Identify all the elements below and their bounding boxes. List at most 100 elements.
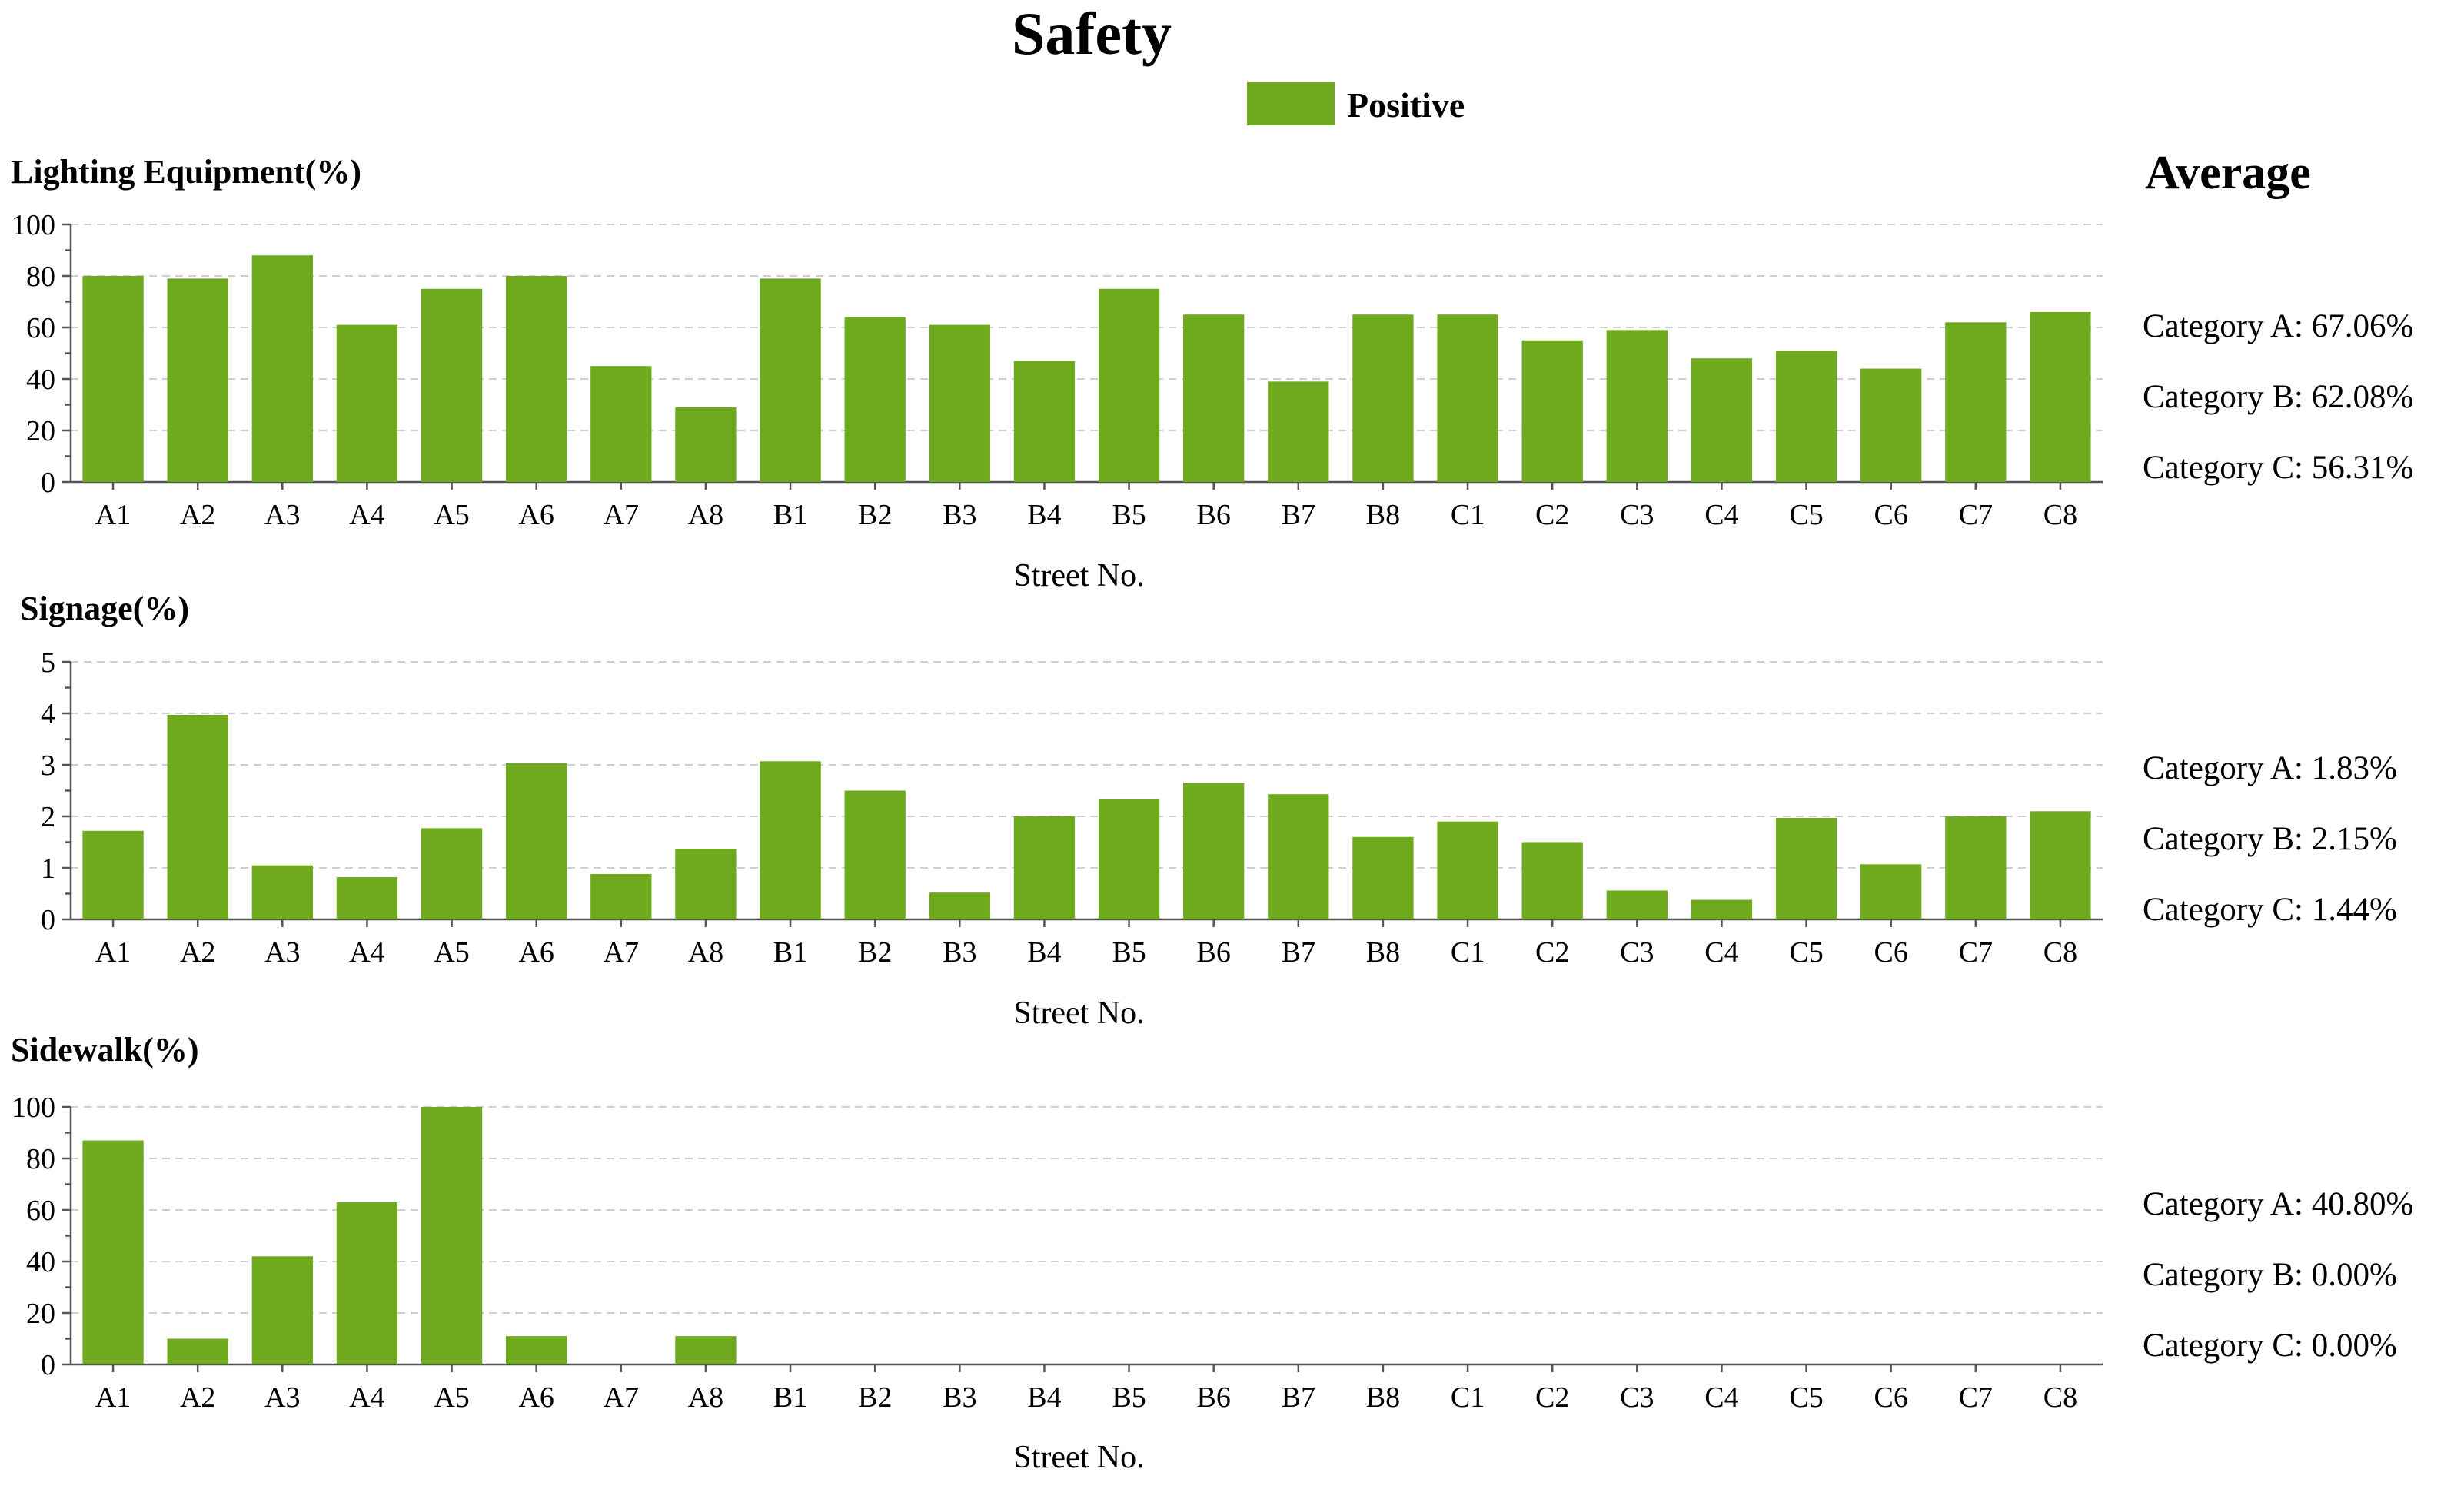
- bar-A4: [336, 324, 398, 482]
- y-tick-label: 3: [41, 749, 55, 782]
- x-tick-label: A8: [688, 1381, 723, 1414]
- x-tick-label: A2: [180, 936, 215, 969]
- chart-panel-1: Lighting Equipment(%) 0 20 40 60 80 100 A1 A2 A3 A…: [11, 153, 2413, 593]
- average-value: Category C: 56.31%: [2143, 450, 2413, 486]
- bar-A5: [421, 1107, 483, 1364]
- x-tick-label: B1: [773, 936, 807, 969]
- x-tick-label: C5: [1789, 1381, 1823, 1414]
- bar-C1: [1437, 821, 1498, 919]
- x-tick-label: B2: [858, 1381, 892, 1414]
- bar-A5: [421, 828, 483, 919]
- x-tick-label: B6: [1197, 499, 1231, 531]
- bar-A6: [506, 1336, 567, 1364]
- bar-A2: [167, 1338, 228, 1364]
- x-tick-label: C4: [1704, 936, 1738, 969]
- x-axis-label: Street No.: [1013, 1440, 1144, 1475]
- x-tick-label: A4: [349, 936, 384, 969]
- bar-C6: [1860, 864, 1922, 919]
- x-tick-label: C8: [2043, 936, 2077, 969]
- bar-A8: [675, 407, 737, 482]
- x-tick-label: B3: [943, 499, 976, 531]
- x-tick-label: B4: [1027, 936, 1061, 969]
- bar-B7: [1268, 381, 1329, 482]
- x-tick-label: A2: [180, 499, 215, 531]
- average-heading: Average: [2145, 147, 2311, 199]
- x-tick-label: A6: [518, 936, 554, 969]
- x-tick-label: A7: [604, 936, 639, 969]
- bar-A6: [506, 276, 567, 482]
- average-value: Category A: 67.06%: [2143, 308, 2413, 344]
- bar-C7: [1945, 322, 2007, 482]
- x-tick-label: C1: [1451, 1381, 1485, 1414]
- bar-C4: [1691, 358, 1753, 482]
- x-tick-label: B8: [1366, 499, 1400, 531]
- bar-C3: [1606, 330, 1668, 482]
- bar-B1: [760, 278, 821, 482]
- x-tick-label: C3: [1620, 936, 1654, 969]
- chart-panel-2: Signage(%) 0 1 2 3 4 5 A1 A2 A3 A4 A5 A6 A7 A8 B1 B2 B3 B4…: [20, 590, 2397, 1031]
- x-tick-label: C7: [1959, 499, 1993, 531]
- y-tick-label: 40: [26, 1246, 55, 1278]
- bar-A8: [675, 1336, 737, 1364]
- legend-label: Positive: [1347, 85, 1465, 125]
- y-tick-label: 40: [26, 364, 55, 396]
- average-value: Category A: 1.83%: [2143, 750, 2397, 786]
- x-tick-label: A8: [688, 936, 723, 969]
- average-value: Category A: 40.80%: [2143, 1186, 2413, 1222]
- chart-panel-3: Sidewalk(%) 0 20 40 60 80 100 A1 A2 A3 A4 A5 A6 A7 A8 B…: [11, 1031, 2413, 1475]
- bar-C2: [1521, 842, 1583, 919]
- x-tick-label: A3: [264, 499, 300, 531]
- bar-A7: [590, 366, 652, 482]
- y-tick-label: 80: [26, 261, 55, 293]
- bar-B6: [1183, 314, 1245, 482]
- x-axis-label: Street No.: [1013, 995, 1144, 1031]
- x-tick-label: B5: [1112, 1381, 1146, 1414]
- x-tick-label: A4: [349, 499, 384, 531]
- bar-B4: [1013, 361, 1076, 482]
- bar-C3: [1606, 890, 1668, 919]
- bar-A3: [251, 1256, 313, 1364]
- bar-A1: [82, 830, 144, 919]
- panel-title: Signage(%): [20, 590, 189, 627]
- y-tick-label: 100: [12, 209, 55, 241]
- bar-C5: [1775, 818, 1837, 919]
- x-tick-label: C5: [1789, 936, 1823, 969]
- x-tick-label: A4: [349, 1381, 384, 1414]
- average-value: Category C: 0.00%: [2143, 1328, 2397, 1364]
- x-tick-label: A5: [434, 1381, 469, 1414]
- average-value: Category B: 62.08%: [2143, 379, 2413, 415]
- bar-C5: [1775, 351, 1837, 482]
- x-tick-label: A6: [518, 1381, 554, 1414]
- bar-C2: [1521, 340, 1583, 482]
- y-tick-label: 4: [41, 698, 55, 730]
- x-tick-label: B3: [943, 936, 976, 969]
- x-tick-label: B4: [1027, 499, 1061, 531]
- bar-C4: [1691, 899, 1753, 919]
- x-tick-label: C2: [1535, 936, 1569, 969]
- x-tick-label: B2: [858, 499, 892, 531]
- x-tick-label: B8: [1366, 1381, 1400, 1414]
- bar-C7: [1945, 816, 2007, 919]
- x-tick-label: C4: [1704, 1381, 1738, 1414]
- x-tick-label: C5: [1789, 499, 1823, 531]
- y-tick-label: 0: [41, 904, 55, 936]
- legend-swatch: [1247, 82, 1335, 125]
- bar-B2: [844, 790, 906, 919]
- bar-A1: [82, 1140, 144, 1364]
- x-tick-label: A3: [264, 936, 300, 969]
- y-tick-label: 60: [26, 312, 55, 344]
- y-tick-label: 100: [12, 1092, 55, 1124]
- bar-C8: [2030, 811, 2091, 919]
- bar-A5: [421, 288, 483, 482]
- x-tick-label: B5: [1112, 499, 1146, 531]
- x-tick-label: C6: [1874, 1381, 1908, 1414]
- bar-A2: [167, 715, 228, 919]
- x-tick-label: B8: [1366, 936, 1400, 969]
- bar-C8: [2030, 311, 2091, 482]
- x-tick-label: B7: [1282, 936, 1315, 969]
- y-tick-label: 0: [41, 467, 55, 499]
- x-tick-label: B3: [943, 1381, 976, 1414]
- x-tick-label: B7: [1282, 1381, 1315, 1414]
